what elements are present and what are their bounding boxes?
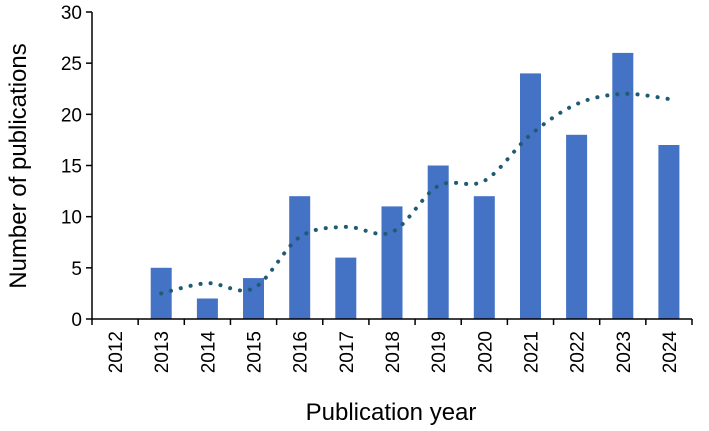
y-tick-label: 10	[61, 208, 82, 229]
y-tick-label: 25	[61, 54, 82, 75]
bars-layer	[150, 52, 680, 320]
y-axis-title: Number of publications	[5, 43, 32, 288]
x-tick-label: 2017	[337, 331, 358, 373]
bar-2018	[381, 206, 403, 319]
bar-2024	[658, 145, 680, 319]
trendline-layer	[159, 91, 671, 296]
bar-2023	[612, 52, 634, 320]
y-tick-label: 20	[61, 105, 82, 126]
tick-labels-layer: 0 5 10 15 20 25 30 2012 2013 2014 2015 2016 2017 2018…	[61, 3, 681, 373]
bar-2017	[335, 257, 357, 319]
y-tick-label: 30	[61, 3, 82, 24]
y-tick-label: 15	[61, 157, 82, 178]
y-tick-label: 5	[71, 259, 82, 280]
y-tick-label: 0	[71, 310, 82, 331]
bar-2015	[243, 278, 264, 319]
bar-2016	[289, 196, 311, 319]
x-tick-label: 2014	[198, 331, 219, 374]
trendline	[159, 91, 671, 296]
bar-2019	[427, 165, 449, 319]
x-axis-title: Publication year	[306, 399, 477, 426]
x-tick-label: 2024	[660, 331, 681, 374]
x-tick-label: 2015	[245, 331, 266, 373]
x-tick-label: 2021	[521, 331, 542, 373]
x-tick-label: 2016	[291, 331, 312, 373]
bar-2020	[473, 196, 495, 319]
axes-layer	[86, 11, 693, 325]
x-tick-label: 2018	[383, 331, 404, 373]
x-tick-label: 2013	[152, 331, 173, 373]
x-tick-label: 2023	[614, 331, 635, 373]
x-tick-label: 2020	[475, 331, 496, 373]
x-tick-label: 2022	[568, 331, 589, 373]
bar-2021	[520, 73, 541, 320]
x-tick-label: 2012	[106, 331, 127, 373]
bar-2014	[196, 298, 218, 319]
bar-2022	[566, 134, 588, 319]
x-tick-label: 2019	[429, 331, 450, 373]
